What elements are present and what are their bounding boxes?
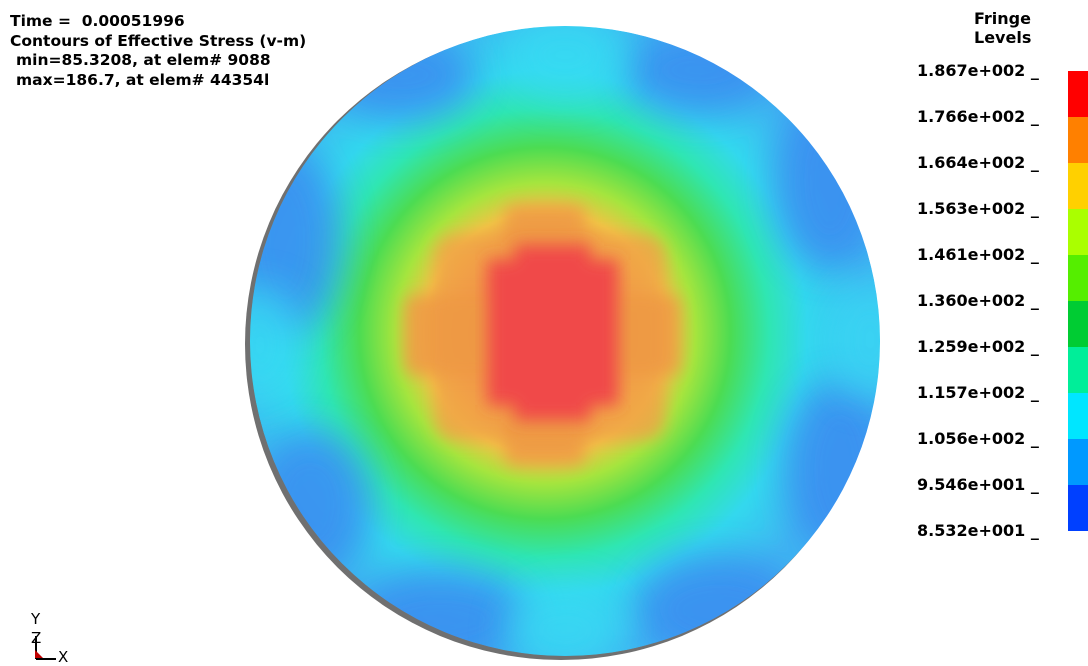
- fringe-color-band: [1068, 347, 1088, 393]
- fringe-level-label: 1.664e+002 _: [917, 153, 1039, 172]
- fringe-level-label: 8.532e+001 _: [917, 521, 1039, 540]
- fringe-level-label: 9.546e+001 _: [917, 475, 1039, 494]
- fringe-level-label: 1.259e+002 _: [917, 337, 1039, 356]
- fringe-color-band: [1068, 71, 1088, 117]
- z-axis-label: Z: [31, 629, 42, 647]
- axis-triad-lines: [35, 636, 56, 660]
- fringe-level-label: 1.766e+002 _: [917, 107, 1039, 126]
- max-label: max=186.7, at elem# 44354l: [16, 70, 270, 89]
- fringe-level-label: 1.157e+002 _: [917, 383, 1039, 402]
- result-info: Time = 0.00051996 Contours of Effective …: [10, 12, 306, 90]
- fringe-color-band: [1068, 209, 1088, 255]
- fringe-color-band: [1068, 301, 1088, 347]
- fringe-level-label: 1.360e+002 _: [917, 291, 1039, 310]
- fringe-color-band: [1068, 163, 1088, 209]
- fringe-level-label: 1.056e+002 _: [917, 429, 1039, 448]
- fringe-level-label: 1.563e+002 _: [917, 199, 1039, 218]
- plot-title: Contours of Effective Stress (v-m): [10, 31, 307, 50]
- legend-title: Fringe Levels: [974, 9, 1032, 47]
- stress-field: [250, 26, 880, 656]
- axis-triad: Y Z X: [30, 610, 110, 666]
- fringe-color-band: [1068, 393, 1088, 439]
- time-label: Time = 0.00051996: [10, 12, 185, 30]
- min-label: min=85.3208, at elem# 9088: [16, 51, 271, 69]
- fringe-level-label: 1.461e+002 _: [917, 245, 1039, 264]
- x-axis-label: X: [58, 648, 69, 666]
- fringe-level-label: 1.867e+002 _: [917, 61, 1039, 80]
- fringe-color-band: [1068, 439, 1088, 485]
- fringe-color-band: [1068, 117, 1088, 163]
- fringe-color-band: [1068, 485, 1088, 531]
- fringe-color-band: [1068, 255, 1088, 301]
- y-axis-label: Y: [31, 610, 41, 628]
